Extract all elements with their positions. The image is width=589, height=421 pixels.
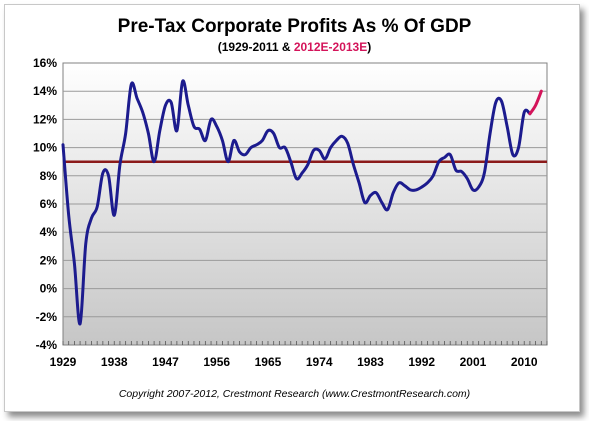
y-tick-label: 12% (33, 112, 57, 126)
y-tick-label: -2% (36, 310, 58, 324)
y-tick-label: 4% (40, 225, 58, 239)
y-tick-label: 6% (40, 197, 58, 211)
y-tick-label: -4% (36, 338, 58, 352)
y-tick-label: 8% (40, 169, 58, 183)
y-axis-labels: 16% 14% 12% 10% 8% 6% 4% 2% 0% -2% -4% (33, 56, 57, 352)
x-tick-label: 1938 (101, 355, 128, 369)
y-tick-label: 10% (33, 141, 57, 155)
x-axis-ticks (62, 341, 548, 345)
y-tick-label: 0% (40, 282, 58, 296)
gridlines (63, 90, 547, 318)
x-tick-label: 1956 (203, 355, 230, 369)
y-tick-label: 14% (33, 84, 57, 98)
subtitle-prefix: (1929-2011 & (217, 40, 294, 54)
profits-estimate-line (528, 89, 543, 116)
x-tick-label: 1983 (357, 355, 384, 369)
chart-subtitle: (1929-2011 & 2012E-2013E) (0, 40, 589, 54)
subtitle-estimate-label: 2012E-2013E (293, 40, 368, 54)
x-tick-label: 1992 (408, 355, 435, 369)
subtitle-suffix: ) (367, 40, 372, 54)
series-group (61, 79, 543, 326)
y-tick-label: 16% (33, 56, 57, 70)
x-tick-label: 1974 (306, 355, 333, 369)
x-tick-label: 1947 (152, 355, 179, 369)
x-tick-label: 2010 (511, 355, 538, 369)
y-tick-label: 2% (40, 253, 58, 267)
copyright-footer: Copyright 2007-2012, Crestmont Research … (118, 388, 471, 400)
profits-history-line (61, 79, 532, 326)
x-tick-label: 1929 (50, 355, 77, 369)
x-tick-label: 1965 (255, 355, 282, 369)
chart-title: Pre-Tax Corporate Profits As % Of GDP (117, 16, 472, 37)
x-tick-label: 2001 (460, 355, 487, 369)
x-axis-labels: 1929 1938 1947 1956 1965 1974 1983 1992 2001 2010 (50, 355, 538, 369)
